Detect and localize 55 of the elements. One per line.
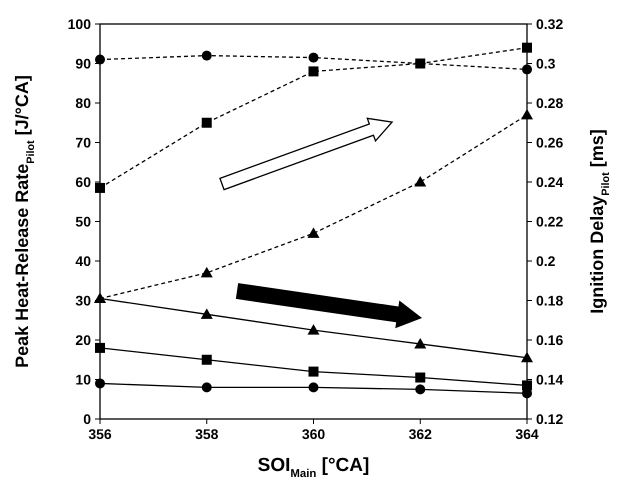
y2-tick-label: 0.26 bbox=[536, 134, 564, 150]
y2-tick-label: 0.12 bbox=[536, 411, 564, 427]
x-tick-label: 360 bbox=[302, 426, 326, 442]
point bbox=[200, 266, 213, 278]
y2-tick-label: 0.32 bbox=[536, 16, 564, 32]
y2-tick-label: 0.22 bbox=[536, 214, 564, 230]
y-tick-label: 100 bbox=[68, 16, 92, 32]
y-tick-label: 70 bbox=[75, 134, 92, 150]
point bbox=[308, 66, 318, 76]
point bbox=[308, 324, 320, 335]
x-tick-label: 362 bbox=[408, 426, 432, 442]
x-axis-title: SOI$_{Main}$ [°CA] bbox=[258, 455, 370, 480]
y-tick-label: 90 bbox=[75, 56, 92, 72]
y2-tick-label: 0.2 bbox=[536, 253, 556, 269]
point bbox=[95, 182, 105, 193]
y2-tick-label: 0.24 bbox=[536, 174, 564, 190]
point bbox=[308, 227, 320, 238]
x-tick-label: 358 bbox=[195, 426, 219, 442]
y2-tick-label: 0.16 bbox=[536, 332, 564, 348]
point bbox=[308, 382, 318, 392]
point bbox=[202, 382, 212, 392]
y2-tick-label: 0.18 bbox=[536, 292, 564, 308]
point bbox=[202, 118, 212, 128]
point bbox=[522, 380, 532, 390]
y-tick-label: 30 bbox=[75, 292, 92, 308]
point bbox=[522, 64, 532, 74]
point bbox=[415, 58, 426, 68]
point bbox=[95, 342, 105, 353]
y2-tick-label: 0.3 bbox=[536, 56, 556, 72]
y-tick-label: 10 bbox=[75, 372, 92, 388]
point bbox=[200, 308, 213, 319]
point bbox=[308, 366, 318, 377]
point bbox=[415, 384, 426, 394]
point bbox=[308, 52, 318, 63]
point bbox=[521, 108, 533, 120]
point bbox=[202, 50, 212, 61]
y-tick-label: 0 bbox=[83, 411, 92, 427]
point bbox=[202, 354, 212, 365]
y-tick-label: 20 bbox=[75, 332, 92, 348]
y2-tick-label: 0.14 bbox=[536, 372, 564, 388]
y-tick-label: 40 bbox=[75, 253, 92, 269]
point bbox=[94, 292, 106, 304]
point bbox=[522, 42, 532, 53]
y-tick-label: 60 bbox=[75, 174, 92, 190]
point bbox=[521, 352, 533, 362]
point bbox=[415, 372, 426, 383]
x-tick-label: 356 bbox=[88, 426, 112, 442]
point bbox=[95, 378, 105, 388]
point bbox=[414, 176, 426, 186]
y2-tick-label: 0.28 bbox=[536, 95, 564, 111]
y-tick-label: 50 bbox=[75, 214, 92, 230]
point bbox=[95, 54, 105, 65]
y-tick-label: 80 bbox=[75, 95, 92, 111]
point bbox=[414, 338, 426, 348]
x-tick-label: 364 bbox=[515, 426, 539, 442]
